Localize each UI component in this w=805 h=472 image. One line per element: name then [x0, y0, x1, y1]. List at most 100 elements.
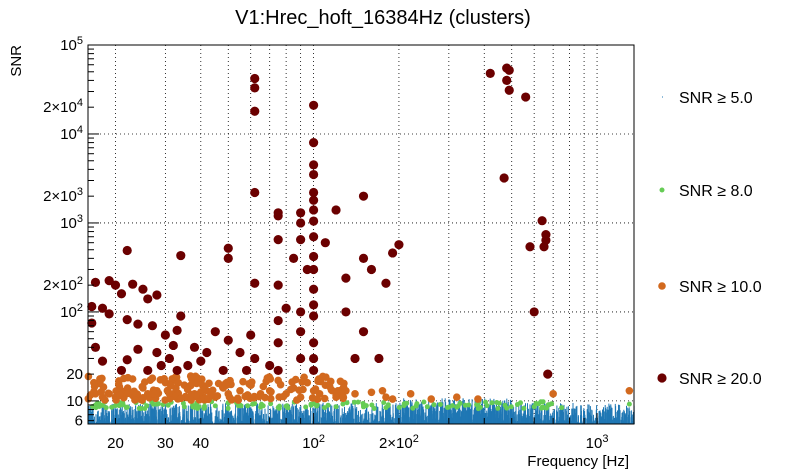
snr-20-point: [246, 330, 256, 340]
snr-5-point: [271, 417, 273, 424]
snr-5-point: [279, 419, 280, 424]
snr-10-point: [266, 375, 275, 383]
snr-5-point: [170, 422, 172, 424]
snr-5-point: [105, 413, 107, 424]
snr-8-point: [277, 403, 282, 409]
snr-5-point: [598, 415, 600, 424]
snr-5-point: [141, 408, 143, 424]
snr-5-point: [220, 420, 221, 424]
snr-5-point: [525, 414, 527, 424]
snr-5-point: [482, 409, 484, 424]
snr-20-point: [265, 360, 275, 371]
snr-5-point: [177, 417, 179, 424]
snr-8-point: [424, 404, 430, 410]
snr-5-point: [484, 398, 486, 424]
snr-5-point: [183, 414, 185, 424]
snr-5-point: [122, 411, 124, 424]
snr-5-point: [449, 400, 451, 424]
snr-10-point: [160, 375, 168, 383]
snr-5-point: [626, 405, 627, 424]
snr-5-point: [501, 411, 503, 424]
snr-8-point: [340, 401, 346, 407]
snr-5-point: [622, 418, 624, 424]
snr-8-point: [180, 400, 186, 406]
snr-5-point: [221, 409, 223, 424]
snr-5-point: [97, 410, 99, 424]
snr-20-point: [308, 232, 319, 242]
snr-5-point: [570, 415, 572, 424]
snr-5-point: [194, 417, 196, 424]
snr-5-point: [364, 413, 366, 424]
snr-5-point: [551, 422, 553, 424]
snr-5-point: [137, 407, 139, 424]
snr-5-point: [159, 413, 161, 424]
snr-5-point: [186, 411, 188, 424]
snr-5-point: [182, 410, 184, 424]
snr-5-point: [528, 416, 530, 424]
snr-5-point: [321, 404, 323, 424]
snr-5-point: [286, 418, 288, 424]
snr-5-point: [301, 422, 303, 424]
snr-5-point: [607, 419, 609, 424]
snr-5-point: [134, 409, 136, 424]
snr-5-point: [521, 417, 523, 424]
snr-10-point: [367, 388, 376, 397]
snr-8-point: [201, 405, 207, 411]
snr-10-point: [165, 389, 173, 398]
snr-8-point: [355, 399, 361, 405]
snr-5-point: [450, 410, 452, 424]
snr-5-point: [358, 410, 359, 424]
snr-5-point: [175, 416, 177, 424]
snr-5-point: [364, 409, 366, 424]
snr-5-point: [328, 410, 329, 424]
snr-5-point: [534, 407, 536, 424]
snr-5-point: [147, 410, 149, 424]
snr-5-point: [435, 411, 437, 424]
snr-5-point: [283, 405, 285, 424]
snr-20-point: [172, 365, 182, 376]
snr-5-point: [609, 414, 611, 424]
snr-5-point: [173, 414, 174, 424]
snr-10-point: [320, 394, 329, 403]
snr-5-point: [262, 421, 264, 424]
snr-5-point: [139, 404, 141, 424]
snr-5-point: [223, 421, 225, 424]
snr-5-point: [443, 421, 445, 424]
snr-5-point: [211, 417, 213, 424]
snr-10-point: [177, 394, 185, 403]
snr-5-point: [459, 409, 461, 424]
snr-5-point: [609, 421, 610, 424]
snr-5-point: [266, 421, 268, 424]
snr-5-point: [417, 405, 419, 424]
snr-10-point: [191, 372, 200, 381]
snr-20-point: [296, 208, 306, 218]
snr-5-point: [234, 413, 236, 424]
snr-8-point: [466, 402, 472, 408]
snr-8-point: [252, 401, 258, 407]
snr-5-point: [356, 422, 358, 424]
snr-5-point: [529, 420, 531, 424]
snr-10-point: [339, 383, 348, 392]
snr-5-point: [524, 405, 526, 424]
snr-5-point: [382, 415, 384, 424]
snr-5-point: [622, 420, 624, 424]
snr-5-point: [389, 406, 391, 424]
snr-5-point: [563, 404, 565, 424]
snr-5-point: [621, 412, 623, 424]
snr-5-point: [219, 421, 221, 424]
snr-20-point: [250, 73, 260, 84]
snr-5-point: [269, 408, 271, 424]
snr-5-point: [199, 421, 200, 424]
snr-5-point: [251, 419, 253, 424]
snr-5-point: [602, 414, 604, 424]
snr-5-point: [204, 414, 206, 424]
legend-label: SNR ≥ 10.0: [679, 279, 762, 296]
snr-20-point: [133, 344, 143, 354]
snr-5-point: [179, 414, 181, 424]
snr-5-point: [426, 415, 428, 424]
snr-5-point: [466, 414, 467, 424]
snr-5-point: [598, 421, 600, 424]
snr-5-point: [585, 417, 586, 424]
snr-20-point: [122, 314, 132, 325]
snr-5-point: [333, 421, 335, 424]
